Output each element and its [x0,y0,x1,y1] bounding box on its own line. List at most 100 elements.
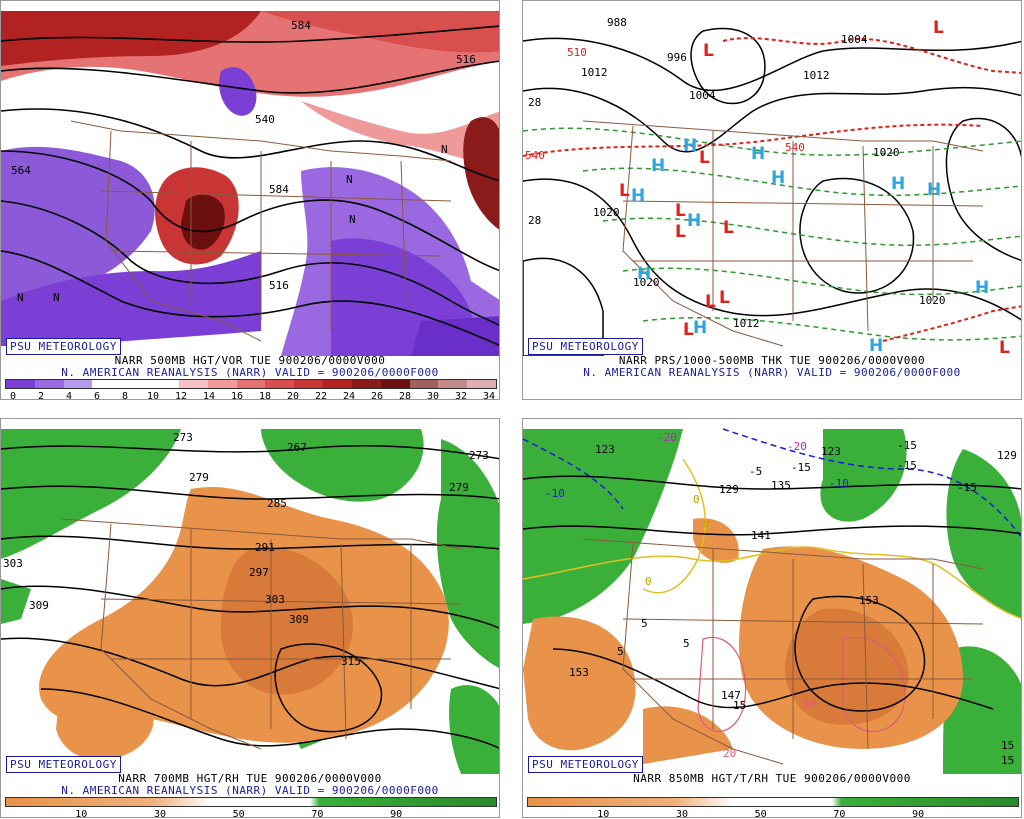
colorbar-swatch [323,380,352,388]
colorbar-tick-label: 30 [153,809,166,818]
contour-label: 135 [771,479,791,492]
contour-label: 309 [289,613,309,626]
colorbar-tick-label: 10 [75,809,88,818]
temp-label: -15 [957,481,977,494]
svg-text:H: H [751,144,765,164]
contour-label: 141 [751,529,771,542]
contour-label: 147 [721,689,741,702]
colorbar-swatch [236,380,266,388]
svg-text:H: H [693,318,707,338]
map-caption-title: NARR PRS/1000-500MB THK TUE 900206/0000V… [618,354,926,367]
temp-label: 20 [723,747,736,760]
map-caption-valid: N. AMERICAN REANALYSIS (NARR) VALID = 90… [61,784,439,797]
vorticity-colorbar [5,379,497,389]
map-caption-valid: N. AMERICAN REANALYSIS (NARR) VALID = 90… [583,366,961,379]
temp-label: -15 [897,439,917,452]
temp-label: -15 [897,459,917,472]
colorbar-tick-label: 4 [65,391,73,400]
svg-text:L: L [619,181,630,201]
svg-text:L: L [723,218,734,238]
contour-label: 303 [3,557,23,570]
map-caption-title: NARR 700MB HGT/RH TUE 900206/0000V000 [118,772,382,785]
svg-text:L: L [719,288,730,308]
vorticity-map [1,1,499,356]
colorbar-tick-label: 2 [37,391,45,400]
contour-label: 303 [265,593,285,606]
temp-label: 0 [645,575,652,588]
svg-text:H: H [975,278,989,298]
rh-colorbar [527,797,1019,807]
colorbar-tick-label: 26 [370,391,384,400]
contour-label: 1004 [841,33,868,46]
contour-label: 297 [249,566,269,579]
colorbar-tick-label: 50 [754,809,767,818]
temp-label: 5 [617,645,624,658]
colorbar-tick-label: 16 [230,391,244,400]
temp-label: -5 [749,465,762,478]
panel-500mb-vorticity: 584 540 516 564 584 516 N N N N N PSU ME… [0,0,500,400]
panel-700mb-rh: 273 267 279 285 291 297 303 309 315 279 … [0,418,500,818]
colorbar-tick-label: 90 [912,809,925,818]
temp-label: -10 [545,487,565,500]
temp-label: 0 [703,517,710,530]
colorbar-tick-label: 70 [833,809,846,818]
contour-label: 291 [255,541,275,554]
contour-label: 1020 [873,146,900,159]
colorbar-swatch [409,380,439,388]
svg-text:H: H [869,336,883,356]
svg-text:L: L [703,41,714,61]
psu-meteorology-badge: PSU METEOROLOGY [528,756,643,773]
contour-label: 1020 [919,294,946,307]
high-pressure-markers: H H H H H H H H H H H H [631,136,989,356]
colorbar-tick-label: 20 [286,391,300,400]
colorbar-swatch [63,380,93,388]
svg-text:L: L [675,201,686,221]
colorbar-tick-label: 70 [311,809,324,818]
colorbar-tick-label: 6 [93,391,101,400]
contour-label: 1012 [581,66,608,79]
contour-label: 153 [569,666,589,679]
t850-map: 129 135 141 147 153 153 129 123 123 -20 … [523,419,1021,774]
rh700-map: 273 267 279 285 291 297 303 309 315 279 … [1,419,499,774]
temp-label: -15 [791,461,811,474]
thickness-label: 540 [525,149,545,162]
colorbar-tick-label: 34 [482,391,496,400]
colorbar-tick-label: 8 [121,391,129,400]
svg-text:H: H [631,186,645,206]
temp-label: 10 [803,697,816,710]
contour-label: 988 [607,16,627,29]
panel-850mb-temp-rh: 129 135 141 147 153 153 129 123 123 -20 … [522,418,1022,818]
colorbar-swatch [150,380,179,388]
temp-label: -10 [829,477,849,490]
psu-meteorology-badge: PSU METEOROLOGY [528,338,643,355]
colorbar-tick-label: 32 [454,391,468,400]
map-caption-title: NARR 850MB HGT/T/RH TUE 900206/0000V000 [633,772,911,785]
low-pressure-markers: L L L L L L L L L L L [619,18,1010,356]
contour-label: 996 [667,51,687,64]
colorbar-swatch [6,380,35,388]
svg-text:H: H [687,211,701,231]
svg-text:H: H [637,264,651,284]
colorbar-tick-label: 10 [597,809,610,818]
contour-label: 1012 [733,317,760,330]
contour-label: 129 [719,483,739,496]
contour-label: 309 [29,599,49,612]
psu-meteorology-badge: PSU METEOROLOGY [6,338,121,355]
colorbar-tick-label: 12 [174,391,188,400]
svg-text:L: L [999,338,1010,356]
colorbar-tick-label: 0 [9,391,17,400]
colorbar-swatch [121,380,151,388]
contour-label: 28 [528,96,541,109]
temp-label: 15 [1001,754,1014,767]
colorbar-swatch [438,380,468,388]
contour-label: 279 [449,481,469,494]
temp-label: 5 [641,617,648,630]
colorbar-swatch [92,380,122,388]
contour-label: 273 [469,449,489,462]
colorbar-tick-label: 10 [146,391,160,400]
colorbar-tick-label: 24 [342,391,356,400]
colorbar-tick-label: 50 [232,809,245,818]
colorbar-swatch [380,380,410,388]
colorbar-swatch [467,380,497,388]
svg-text:H: H [927,180,941,200]
